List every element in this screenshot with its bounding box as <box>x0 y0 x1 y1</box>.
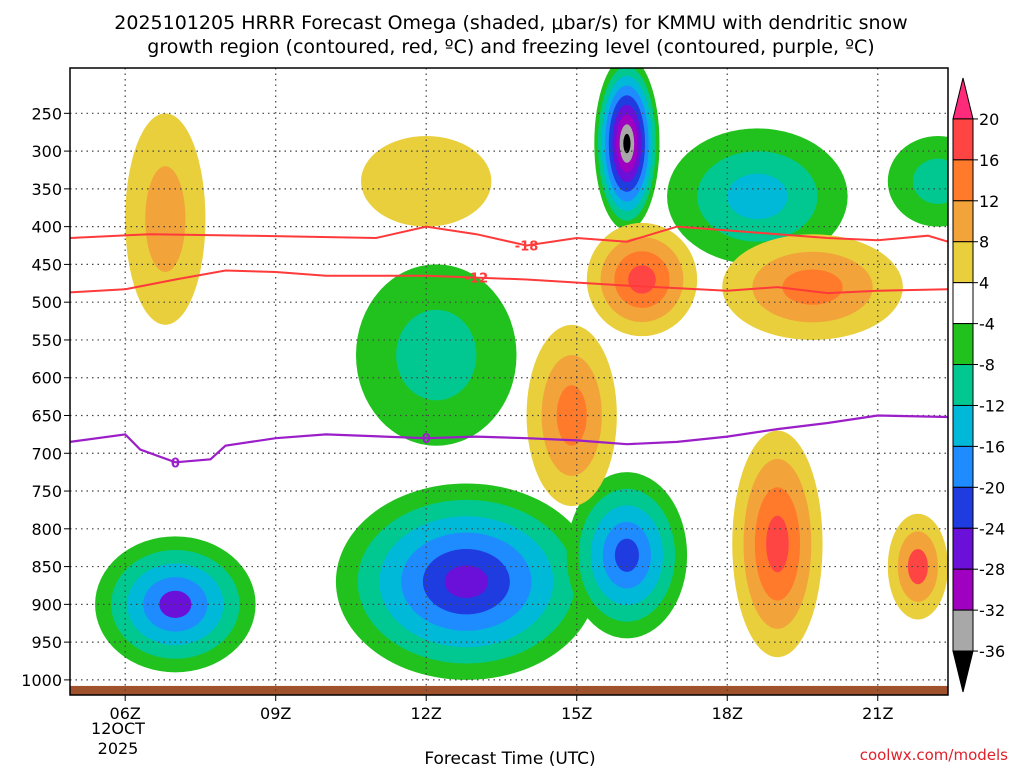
colorbar-segment-7 <box>952 364 974 406</box>
x-axis-label: Forecast Time (UTC) <box>424 749 595 768</box>
dgz-contour-label-1: -12 <box>465 272 489 287</box>
omega-region-1-level-5 <box>444 565 489 599</box>
temperature-contours: -18 -12 0 0 <box>70 225 948 471</box>
y-tick-label-400: 400 <box>31 218 62 237</box>
start-date-day: 12OCT <box>91 719 145 738</box>
x-axis: 06Z 09Z 12Z 15Z 18Z 21Z <box>110 695 893 723</box>
colorbar-label-7: -12 <box>979 396 1005 415</box>
y-tick-label-300: 300 <box>31 142 62 161</box>
omega-region-5-level-1 <box>396 309 477 401</box>
colorbar-segment-8 <box>952 404 974 447</box>
colorbar-label-8: -16 <box>979 437 1005 456</box>
omega-region-4-level-2 <box>727 173 788 220</box>
omega-shading <box>95 68 948 680</box>
chart-title-line-1: 2025101205 HRRR Forecast Omega (shaded, … <box>114 12 907 34</box>
x-tick-label-21Z: 21Z <box>862 704 893 723</box>
source-credit: coolwx.com/models <box>860 746 1008 764</box>
colorbar-label-0: 20 <box>979 110 999 129</box>
omega-region-12-level-0 <box>360 135 492 227</box>
colorbar-segment-3 <box>952 200 974 243</box>
x-tick-label-12Z: 12Z <box>411 704 442 723</box>
y-tick-label-700: 700 <box>31 444 62 463</box>
chart-title-line-2: growth region (contoured, red, ºC) and f… <box>147 36 874 58</box>
colorbar-label-6: -8 <box>979 356 995 375</box>
colorbar-bottom-arrow <box>952 650 974 693</box>
colorbar-label-2: 12 <box>979 192 999 211</box>
colorbar-label-1: 16 <box>979 151 999 170</box>
start-date-year: 2025 <box>98 739 139 758</box>
omega-region-6-level-3 <box>628 265 656 294</box>
dgz-contour-label-0: -18 <box>515 240 539 255</box>
ground-fill <box>70 685 948 695</box>
colorbar-top-arrow <box>952 77 974 120</box>
colorbar-label-11: -28 <box>979 560 1005 579</box>
omega-region-9-level-3 <box>766 515 789 573</box>
freezing-level-label-1: 0 <box>422 432 431 447</box>
colorbar-segment-1 <box>952 118 974 161</box>
dgz-contour--12 <box>70 269 948 295</box>
omega-region-11-level-1 <box>145 166 186 272</box>
y-tick-label-800: 800 <box>31 520 62 539</box>
x-tick-label-15Z: 15Z <box>561 704 592 723</box>
y-tick-label-1000: 1000 <box>21 671 62 690</box>
y-tick-label-600: 600 <box>31 369 62 388</box>
y-tick-label-550: 550 <box>31 331 62 350</box>
y-tick-label-450: 450 <box>31 255 62 274</box>
colorbar-segment-9 <box>952 445 974 488</box>
y-tick-label-250: 250 <box>31 104 62 123</box>
colorbar-label-5: -4 <box>979 315 995 334</box>
y-tick-label-350: 350 <box>31 180 62 199</box>
omega-region-0-level-8 <box>623 133 631 154</box>
ground-terrain <box>70 685 948 695</box>
omega-region-13-level-1 <box>912 158 948 204</box>
y-tick-label-500: 500 <box>31 293 62 312</box>
colorbar-segment-13 <box>952 609 974 652</box>
colorbar-label-12: -32 <box>979 601 1005 620</box>
freezing-level-label-0: 0 <box>171 456 180 471</box>
colorbar-label-3: 8 <box>979 233 989 252</box>
y-axis: 250 300 350 400 450 500 550 600 650 700 750 800 850 9… <box>21 104 70 690</box>
y-tick-label-950: 950 <box>31 633 62 652</box>
omega-region-7-level-2 <box>782 269 843 305</box>
colorbar-segment-6 <box>952 323 974 366</box>
x-tick-label-18Z: 18Z <box>712 704 743 723</box>
colorbar-segment-4 <box>952 241 974 284</box>
colorbar-segment-10 <box>952 486 974 529</box>
colorbar-label-9: -20 <box>979 478 1005 497</box>
colorbar: 20 16 12 8 4 -4 -8 -12 -16 -20 -24 -28 -32 -36 <box>952 77 1005 693</box>
colorbar-label-13: -36 <box>979 642 1005 661</box>
colorbar-segment-12 <box>952 568 974 611</box>
colorbar-segment-5 <box>952 282 974 325</box>
omega-region-3-level-4 <box>614 538 639 572</box>
freezing-level-contour <box>70 414 948 464</box>
plot-frame <box>69 67 949 696</box>
colorbar-label-4: 4 <box>979 274 989 293</box>
colorbar-segment-2 <box>952 159 974 202</box>
y-tick-label-650: 650 <box>31 406 62 425</box>
colorbar-segment-11 <box>952 527 974 570</box>
y-tick-label-900: 900 <box>31 595 62 614</box>
y-tick-label-750: 750 <box>31 482 62 501</box>
dgz-contour--18 <box>70 225 948 247</box>
x-tick-label-06Z: 06Z <box>110 704 141 723</box>
x-tick-label-09Z: 09Z <box>260 704 291 723</box>
y-tick-label-850: 850 <box>31 558 62 577</box>
grid-lines <box>70 68 948 695</box>
colorbar-label-10: -24 <box>979 519 1005 538</box>
